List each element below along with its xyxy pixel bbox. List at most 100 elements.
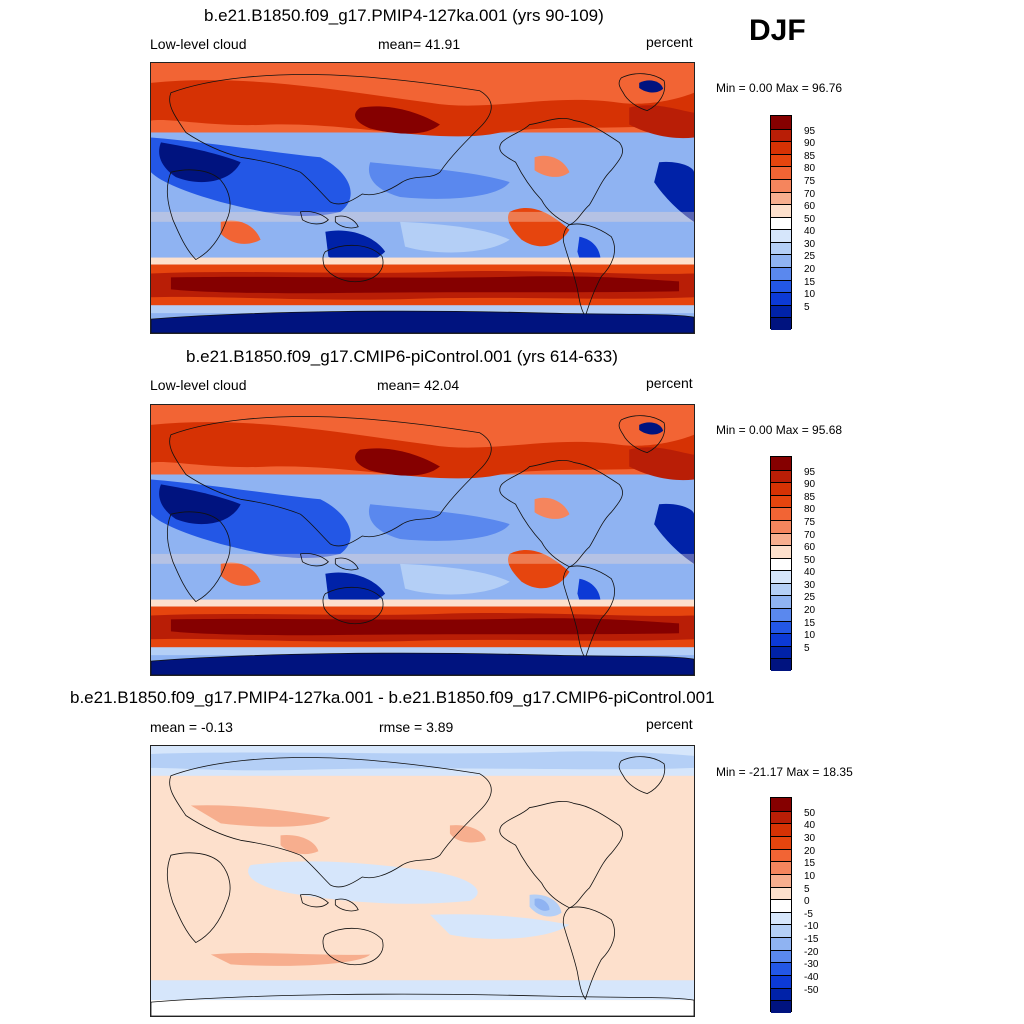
colorbar-label: 25 xyxy=(804,592,816,604)
colorbar-segment xyxy=(771,595,791,609)
colorbar-label: 25 xyxy=(804,251,816,263)
panel-1-units: percent xyxy=(646,34,693,50)
colorbar-segment xyxy=(771,141,791,154)
colorbar-label: 50 xyxy=(804,213,816,225)
colorbar-label: 20 xyxy=(804,605,816,617)
colorbar-segment xyxy=(771,848,791,862)
colorbar-segment xyxy=(771,570,791,583)
colorbar-segment xyxy=(771,267,791,280)
panel-1-colorbar xyxy=(770,115,792,330)
colorbar-label: 70 xyxy=(804,529,816,541)
colorbar-label: -10 xyxy=(804,921,819,933)
map-field xyxy=(151,405,694,675)
colorbar-label: -40 xyxy=(804,972,819,984)
colorbar-segment xyxy=(771,166,791,179)
colorbar-label: 0 xyxy=(804,896,810,908)
colorbar-label: 60 xyxy=(804,201,816,213)
colorbar-segment xyxy=(771,975,791,988)
colorbar-segment xyxy=(771,191,791,205)
panel-1-mean: mean= 41.91 xyxy=(378,36,461,52)
colorbar-label: 95 xyxy=(804,125,816,137)
panel-2-units: percent xyxy=(646,375,693,391)
colorbar-label: 40 xyxy=(804,567,816,579)
colorbar-segment xyxy=(771,482,791,495)
colorbar-label: 30 xyxy=(804,238,816,250)
panel-1-minmax: Min = 0.00 Max = 96.76 xyxy=(716,81,843,95)
colorbar-label: 95 xyxy=(804,466,816,478)
colorbar-segment xyxy=(771,519,791,533)
colorbar-segment xyxy=(771,823,791,836)
colorbar-segment xyxy=(771,254,791,268)
colorbar-segment xyxy=(771,229,791,242)
colorbar-label: 50 xyxy=(804,554,816,566)
colorbar-segment xyxy=(771,582,791,596)
colorbar-segment xyxy=(771,835,791,849)
panel-2-minmax: Min = 0.00 Max = 95.68 xyxy=(716,423,843,437)
colorbar-segment xyxy=(771,178,791,192)
colorbar-label: 10 xyxy=(804,289,816,301)
season-label: DJF xyxy=(749,14,806,47)
colorbar-label: 50 xyxy=(804,807,816,819)
panel-3-minmax: Min = -21.17 Max = 18.35 xyxy=(716,765,853,779)
panel-3-units: percent xyxy=(646,716,693,732)
colorbar-segment xyxy=(771,937,791,950)
colorbar-label: 85 xyxy=(804,491,816,503)
colorbar-segment xyxy=(771,469,791,483)
colorbar-label: -30 xyxy=(804,959,819,971)
colorbar-label: 75 xyxy=(804,516,816,528)
colorbar-segment xyxy=(771,949,791,963)
colorbar-label: 20 xyxy=(804,845,816,857)
colorbar-label: 10 xyxy=(804,870,816,882)
panel-2-mean: mean= 42.04 xyxy=(377,377,460,393)
colorbar-segment xyxy=(771,987,791,1001)
colorbar-segment xyxy=(771,292,791,305)
colorbar-segment xyxy=(771,128,791,142)
colorbar-segment xyxy=(771,633,791,646)
colorbar-segment xyxy=(771,861,791,874)
colorbar-label: 15 xyxy=(804,858,816,870)
panel-3-title: b.e21.B1850.f09_g17.PMIP4-127ka.001 - b.… xyxy=(70,688,715,707)
colorbar-label: 15 xyxy=(804,617,816,629)
panel-2-map xyxy=(150,404,695,676)
colorbar-segment xyxy=(771,608,791,621)
panel-3-map xyxy=(150,745,695,1017)
colorbar-segment xyxy=(771,457,791,470)
colorbar-label: -5 xyxy=(804,908,813,920)
panel-2-title: b.e21.B1850.f09_g17.CMIP6-piControl.001 … xyxy=(186,347,618,366)
colorbar-label: 70 xyxy=(804,188,816,200)
colorbar-segment xyxy=(771,1000,791,1013)
colorbar-label: 5 xyxy=(804,883,810,895)
colorbar-label: -15 xyxy=(804,934,819,946)
colorbar-segment xyxy=(771,924,791,938)
colorbar-segment xyxy=(771,279,791,293)
colorbar-label: 5 xyxy=(804,301,810,313)
colorbar-label: 80 xyxy=(804,163,816,175)
colorbar-label: 60 xyxy=(804,542,816,554)
panel-1-variable: Low-level cloud xyxy=(150,36,247,52)
colorbar-label: 20 xyxy=(804,264,816,276)
colorbar-segment xyxy=(771,810,791,824)
colorbar-segment xyxy=(771,317,791,330)
colorbar-label: -50 xyxy=(804,984,819,996)
colorbar-segment xyxy=(771,645,791,659)
colorbar-segment xyxy=(771,494,791,508)
colorbar-label: 5 xyxy=(804,642,810,654)
colorbar-label: 15 xyxy=(804,276,816,288)
panel-3-colorbar xyxy=(770,797,792,1013)
colorbar-label: 30 xyxy=(804,832,816,844)
colorbar-segment xyxy=(771,899,791,912)
colorbar-segment xyxy=(771,304,791,318)
colorbar-label: 40 xyxy=(804,226,816,238)
colorbar-label: 30 xyxy=(804,579,816,591)
panel-2-variable: Low-level cloud xyxy=(150,377,247,393)
panel-3-rmse: rmse = 3.89 xyxy=(379,719,454,735)
panel-2-colorbar xyxy=(770,456,792,671)
colorbar-segment xyxy=(771,532,791,546)
panel-1-title: b.e21.B1850.f09_g17.PMIP4-127ka.001 (yrs… xyxy=(204,6,604,25)
colorbar-label: 10 xyxy=(804,630,816,642)
colorbar-segment xyxy=(771,204,791,217)
colorbar-segment xyxy=(771,545,791,558)
colorbar-segment xyxy=(771,153,791,167)
colorbar-label: -20 xyxy=(804,946,819,958)
colorbar-segment xyxy=(771,507,791,520)
